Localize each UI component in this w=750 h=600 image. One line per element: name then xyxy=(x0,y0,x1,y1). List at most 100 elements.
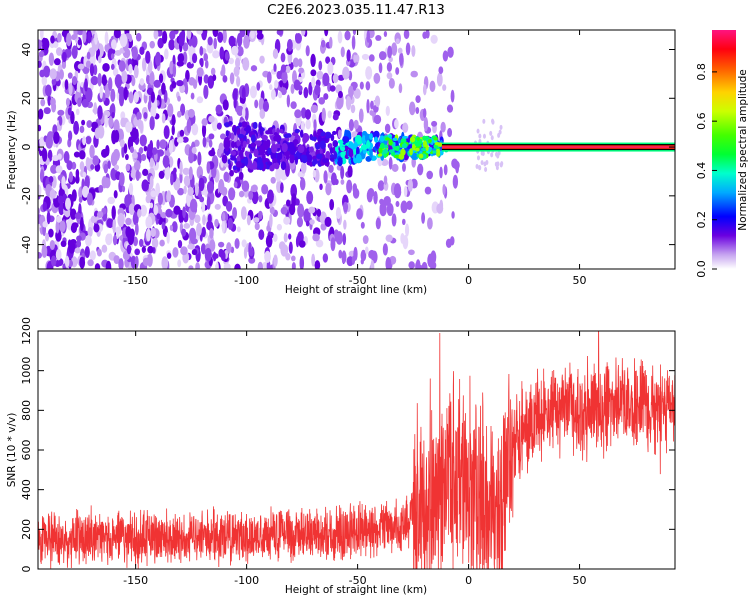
heatmap-cell xyxy=(169,224,174,231)
heatmap-cell xyxy=(280,161,287,171)
heatmap-cell xyxy=(110,53,115,60)
heatmap-cell xyxy=(191,146,197,154)
heatmap-cell xyxy=(42,221,48,228)
heatmap-cell xyxy=(224,51,230,61)
heatmap-cell xyxy=(218,142,224,154)
heatmap-cell xyxy=(266,71,272,84)
heatmap-cell xyxy=(355,54,360,63)
heatmap-cell xyxy=(391,42,398,56)
heatmap-cell xyxy=(270,89,276,101)
heatmap-cell xyxy=(388,149,394,154)
heatmap-cell xyxy=(324,216,332,228)
heatmap-cell xyxy=(161,221,166,230)
heatmap-cell xyxy=(318,97,326,105)
heatmap-cell xyxy=(294,109,302,119)
heatmap-cell xyxy=(380,158,389,166)
heatmap-cell xyxy=(421,261,428,269)
heatmap-cell xyxy=(308,206,316,214)
heatmap-cell xyxy=(330,134,335,142)
heatmap-cell xyxy=(149,71,155,86)
heatmap-cell xyxy=(93,102,98,115)
heatmap-cell xyxy=(384,123,391,134)
heatmap-cell xyxy=(146,228,151,242)
heatmap-cell xyxy=(73,120,80,135)
heatmap-cell xyxy=(156,213,161,220)
heatmap-cell xyxy=(403,185,408,197)
heatmap-cell xyxy=(177,259,182,268)
heatmap-cell xyxy=(423,117,429,132)
heatmap-cell xyxy=(82,171,87,178)
heatmap-cell xyxy=(281,142,288,153)
heatmap-cell xyxy=(86,120,93,128)
heatmap-cell xyxy=(228,187,236,201)
heatmap-cell xyxy=(283,133,290,139)
heatmap-cell xyxy=(225,130,229,137)
heatmap-cell xyxy=(269,213,273,228)
heatmap-cell xyxy=(171,114,176,127)
colorbar-tick-label: 0.2 xyxy=(695,211,708,229)
heatmap-cell xyxy=(275,168,282,182)
heatmap-cell xyxy=(405,42,411,56)
heatmap-cell xyxy=(63,151,70,164)
heatmap-cell xyxy=(49,68,57,80)
x-tick-label: 0 xyxy=(465,274,472,287)
heatmap-cell xyxy=(233,66,240,77)
heatmap-cell xyxy=(337,90,343,99)
heatmap-cell xyxy=(248,153,253,160)
heatmap-cell xyxy=(408,261,415,269)
heatmap-cell xyxy=(280,182,284,193)
heatmap-cell xyxy=(177,95,181,102)
heatmap-cell xyxy=(176,137,184,144)
heatmap-cell xyxy=(168,140,174,154)
heatmap-cell xyxy=(430,263,436,269)
heatmap-cell xyxy=(369,150,373,159)
heatmap-cell xyxy=(291,262,296,269)
heatmap-cell xyxy=(378,51,387,61)
heatmap-cell xyxy=(450,89,455,103)
heatmap-cell xyxy=(312,233,320,242)
heatmap-cell xyxy=(400,200,408,214)
heatmap-cell xyxy=(64,79,69,90)
colorbar-tick-label: 0.6 xyxy=(695,112,708,130)
heatmap-cell xyxy=(428,147,432,153)
heatmap-cell xyxy=(498,129,502,135)
heatmap-cell xyxy=(215,261,219,269)
heatmap-cell xyxy=(315,143,321,150)
heatmap-cell xyxy=(395,67,400,75)
heatmap-cell xyxy=(139,78,145,86)
heatmap-cell xyxy=(370,100,374,110)
heatmap-cell xyxy=(313,119,317,131)
heatmap-cell xyxy=(110,63,115,71)
heatmap-cell xyxy=(234,263,241,269)
heatmap-cell xyxy=(38,251,43,259)
heatmap-cell xyxy=(90,164,95,170)
heatmap-cell xyxy=(79,161,85,171)
heatmap-cell xyxy=(128,182,134,196)
heatmap-cell xyxy=(367,187,375,198)
heatmap-cell xyxy=(499,124,503,130)
heatmap-cell xyxy=(418,153,424,159)
heatmap-cell xyxy=(129,146,135,154)
heatmap-cell xyxy=(128,63,133,74)
heatmap-cell xyxy=(410,70,418,78)
heatmap-cell xyxy=(365,66,373,80)
heatmap-cell xyxy=(108,233,113,244)
heatmap-cell xyxy=(190,92,195,100)
heatmap-cell xyxy=(368,249,376,260)
heatmap-cell xyxy=(286,39,293,52)
heatmap-cell xyxy=(278,151,283,160)
heatmap-cell xyxy=(45,232,50,242)
heatmap-cell xyxy=(75,168,80,179)
heatmap-cell xyxy=(242,140,247,148)
heatmap-cell xyxy=(230,132,235,141)
heatmap-cell xyxy=(141,57,147,72)
spectrogram-panel: -150 -100 -50 0 50 -40 -20 0 20 40 Height of str… xyxy=(6,29,676,296)
heatmap-cell xyxy=(278,91,283,99)
heatmap-cell xyxy=(442,84,447,91)
heatmap-cell xyxy=(201,30,208,41)
heatmap-cell xyxy=(253,217,260,223)
heatmap-cell xyxy=(238,171,244,180)
heatmap-cell xyxy=(70,110,75,125)
heatmap-cell xyxy=(256,141,261,147)
heatmap-cell xyxy=(455,162,460,174)
